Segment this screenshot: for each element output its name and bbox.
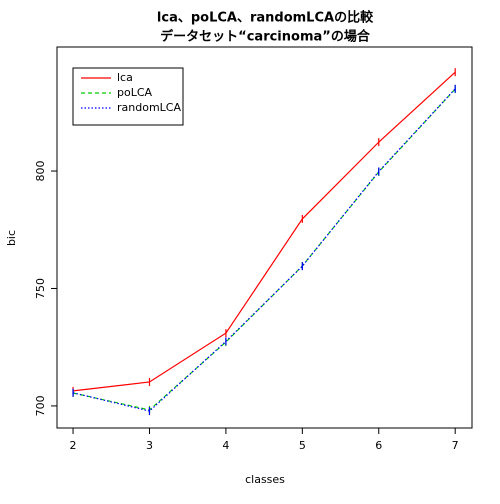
y-axis-label: bic	[5, 230, 18, 246]
series-line	[72, 71, 456, 392]
chart-subtitle: データセット“carcinoma”の場合	[160, 29, 371, 45]
x-tick-label: 3	[146, 439, 153, 452]
x-tick-label: 2	[70, 439, 77, 452]
y-tick-label: 700	[34, 395, 47, 416]
x-tick-label: 7	[452, 439, 459, 452]
x-tick-label: 5	[299, 439, 306, 452]
x-tick-label: 6	[375, 439, 382, 452]
series-line	[72, 88, 456, 412]
series-line	[72, 88, 456, 411]
legend-label: poLCA	[117, 86, 153, 99]
y-tick-label: 750	[34, 278, 47, 299]
legend-label: randomLCA	[117, 101, 181, 114]
legend-label: lca	[117, 71, 133, 84]
chart-title: lca、poLCA、randomLCAの比較	[157, 10, 374, 26]
x-axis-label: classes	[245, 473, 285, 486]
y-tick-label: 800	[34, 161, 47, 182]
plot-frame	[56, 46, 473, 429]
x-tick-label: 4	[222, 439, 229, 452]
